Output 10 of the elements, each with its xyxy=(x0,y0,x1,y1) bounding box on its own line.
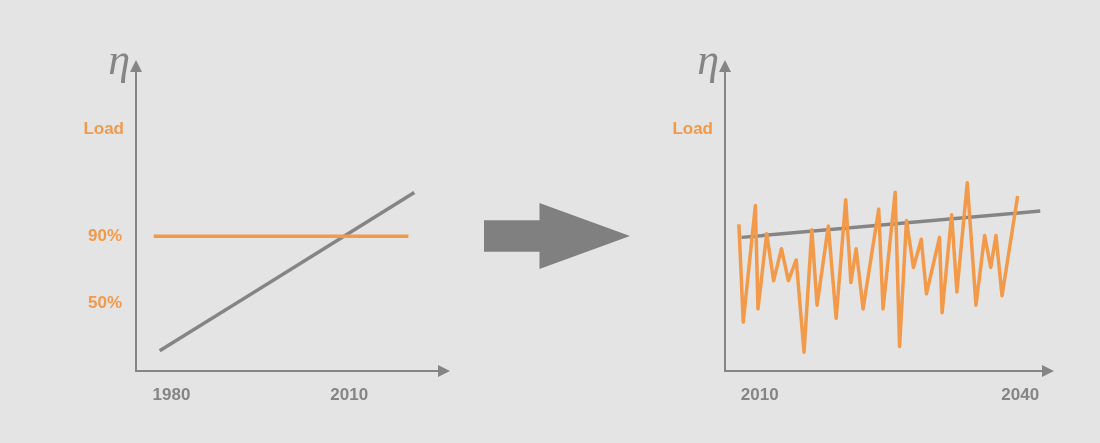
y-axis-title: η xyxy=(108,34,130,84)
x-tick-label: 2010 xyxy=(740,384,779,404)
y-axis-title: η xyxy=(697,34,719,84)
y-tick-label: 50% xyxy=(87,293,122,313)
x-tick-label: 1980 xyxy=(152,384,191,404)
text: Load xyxy=(672,118,713,138)
y-tick-label: 90% xyxy=(87,226,122,246)
x-tick-label: 2040 xyxy=(1001,384,1040,404)
x-tick-label: 2010 xyxy=(330,384,369,404)
text: Load xyxy=(83,118,124,138)
